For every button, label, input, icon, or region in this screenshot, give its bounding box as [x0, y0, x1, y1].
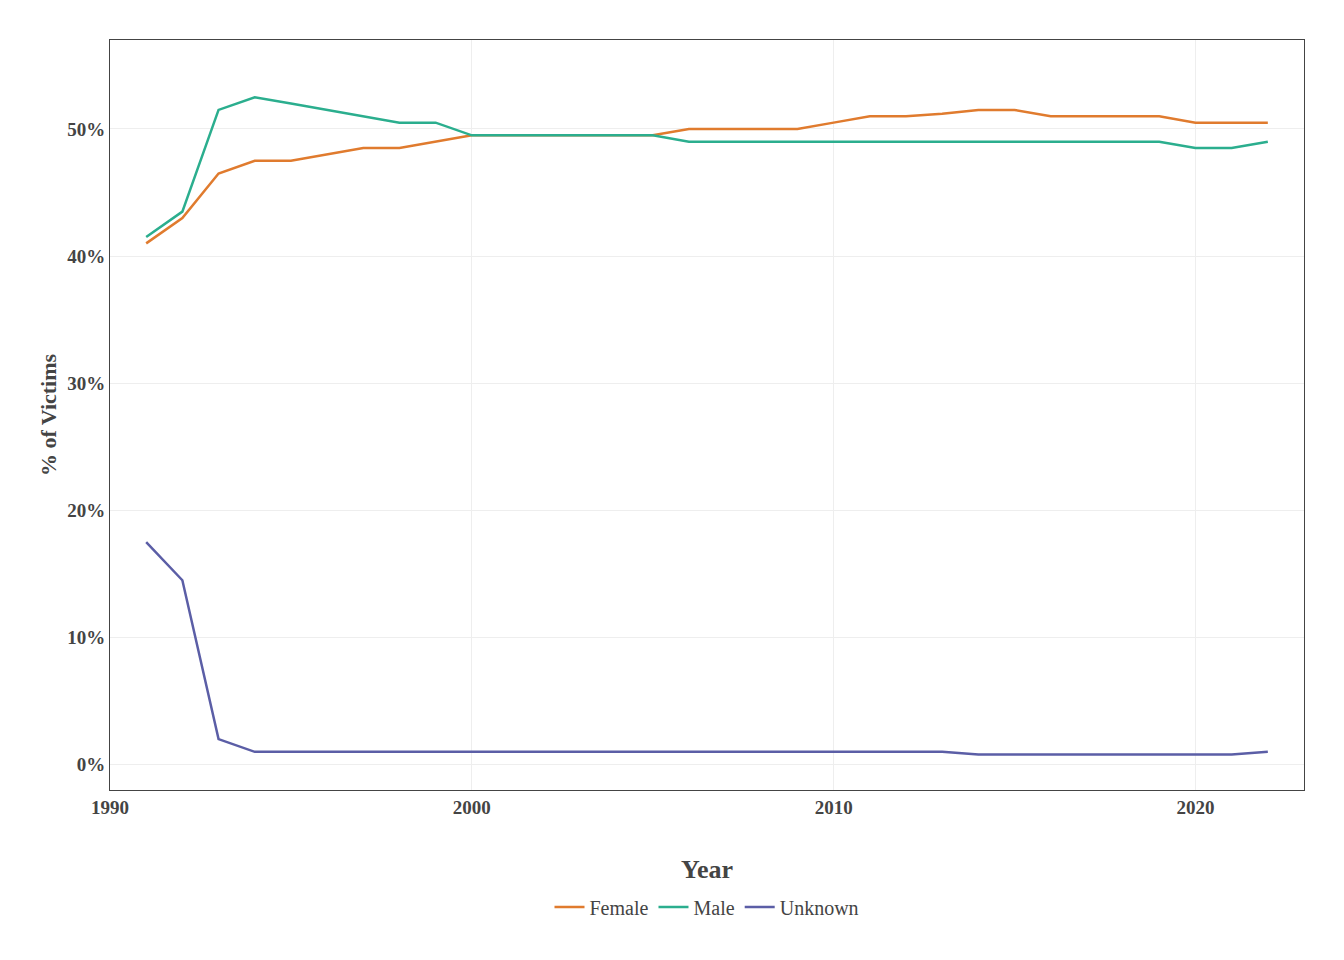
- svg-text:% of Victims: % of Victims: [36, 353, 61, 476]
- svg-text:2000: 2000: [453, 797, 491, 818]
- svg-text:20%: 20%: [67, 500, 105, 521]
- svg-text:0%: 0%: [77, 754, 106, 775]
- svg-text:Unknown: Unknown: [780, 897, 859, 919]
- svg-text:Female: Female: [590, 897, 649, 919]
- svg-text:30%: 30%: [67, 373, 105, 394]
- svg-text:2010: 2010: [815, 797, 853, 818]
- svg-text:2020: 2020: [1176, 797, 1214, 818]
- svg-text:10%: 10%: [67, 627, 105, 648]
- svg-text:Male: Male: [693, 897, 734, 919]
- svg-text:Year: Year: [681, 855, 733, 884]
- svg-text:40%: 40%: [67, 246, 105, 267]
- svg-text:1990: 1990: [91, 797, 129, 818]
- svg-text:50%: 50%: [67, 119, 105, 140]
